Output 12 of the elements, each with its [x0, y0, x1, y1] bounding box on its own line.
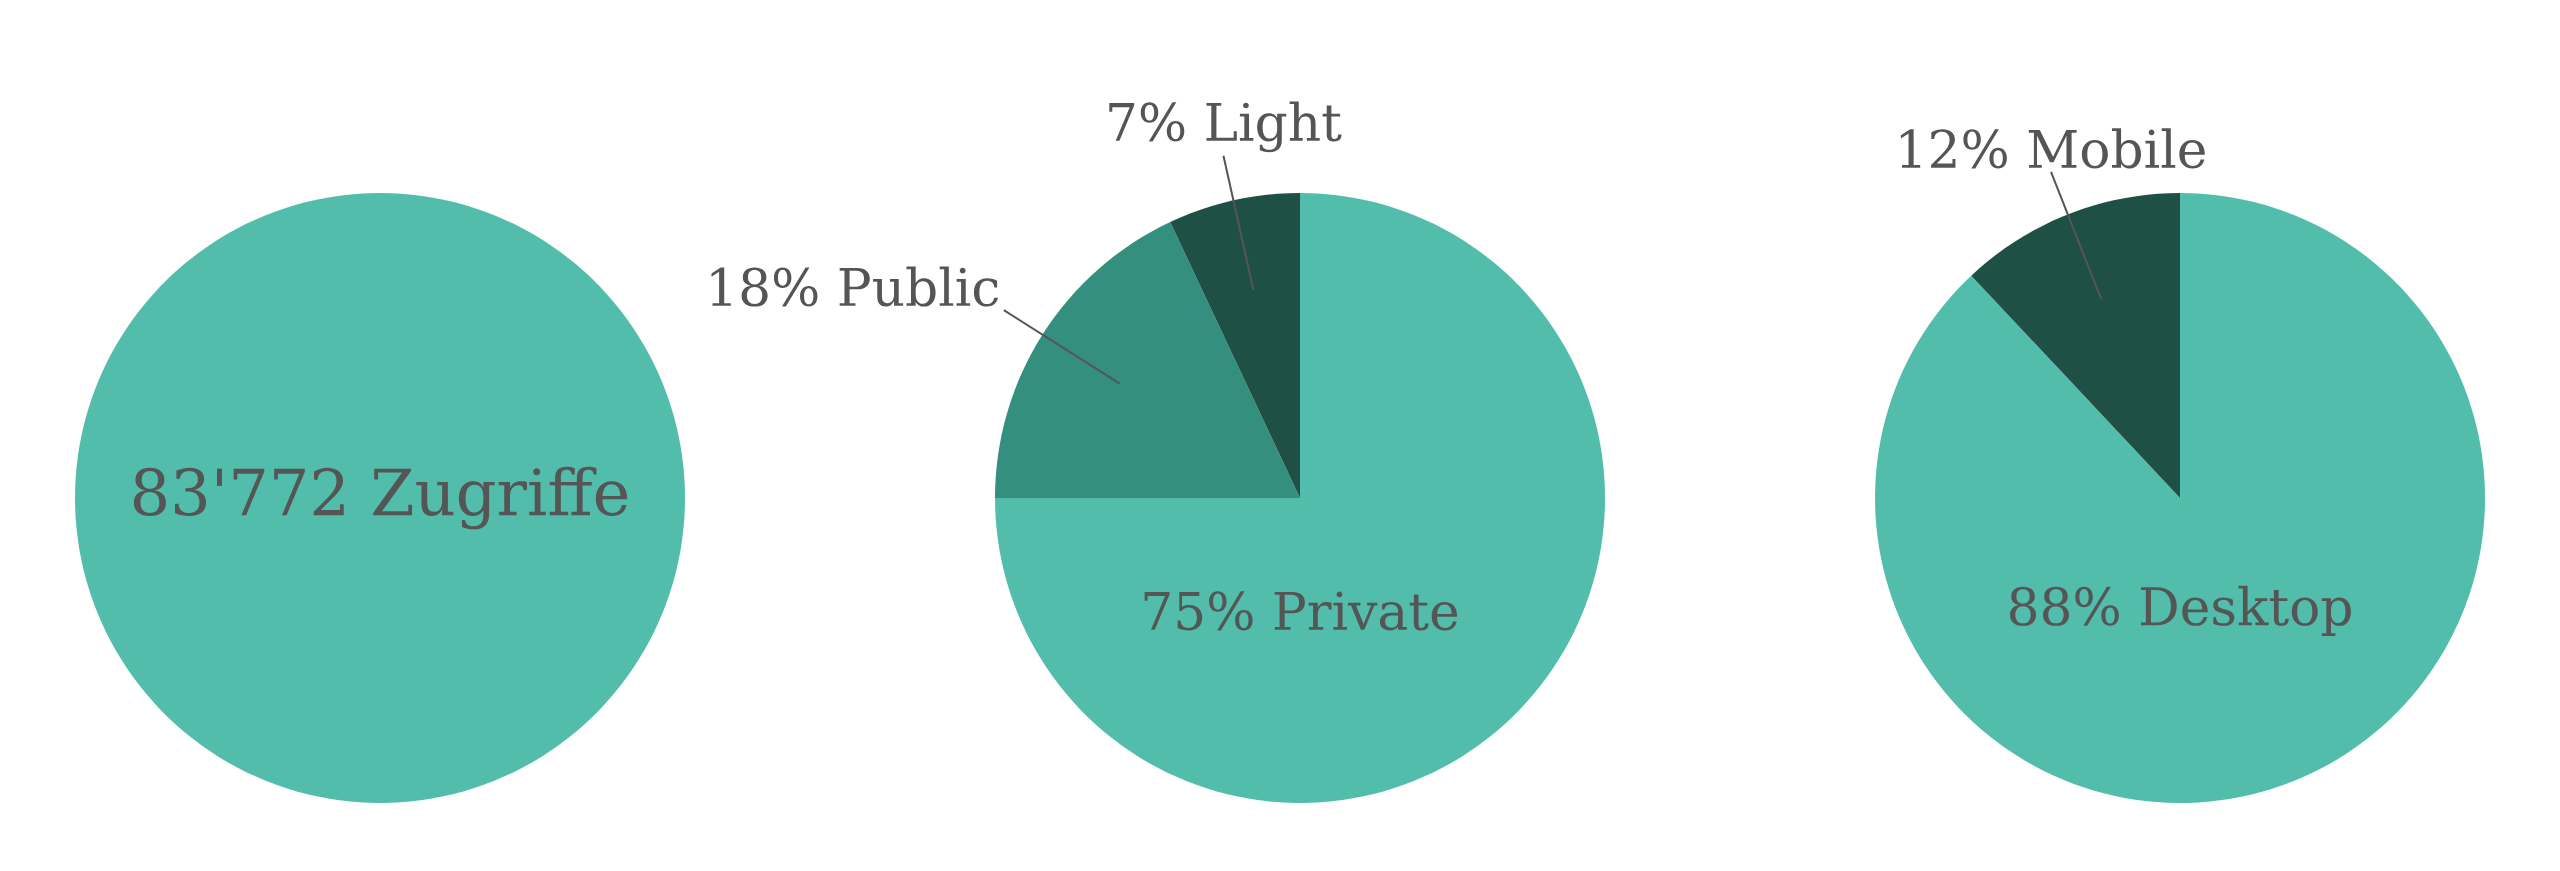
data-label: 12%: [1900, 129, 2007, 169]
slice-label: Private: [1274, 591, 1458, 631]
slice-label: Zugriffe: [373, 466, 628, 530]
data-label: 75%: [1144, 591, 1253, 631]
slice-label: Public: [839, 266, 998, 307]
slice-label: Mobile: [2028, 128, 2205, 169]
data-label: 88%: [2010, 586, 2119, 626]
data-label: 83'772: [133, 467, 344, 517]
slice-label: Light: [1206, 101, 1342, 153]
data-label: 18%: [711, 267, 818, 307]
slice-label: Desktop: [2141, 585, 2351, 636]
data-label: 7%: [1109, 102, 1185, 142]
